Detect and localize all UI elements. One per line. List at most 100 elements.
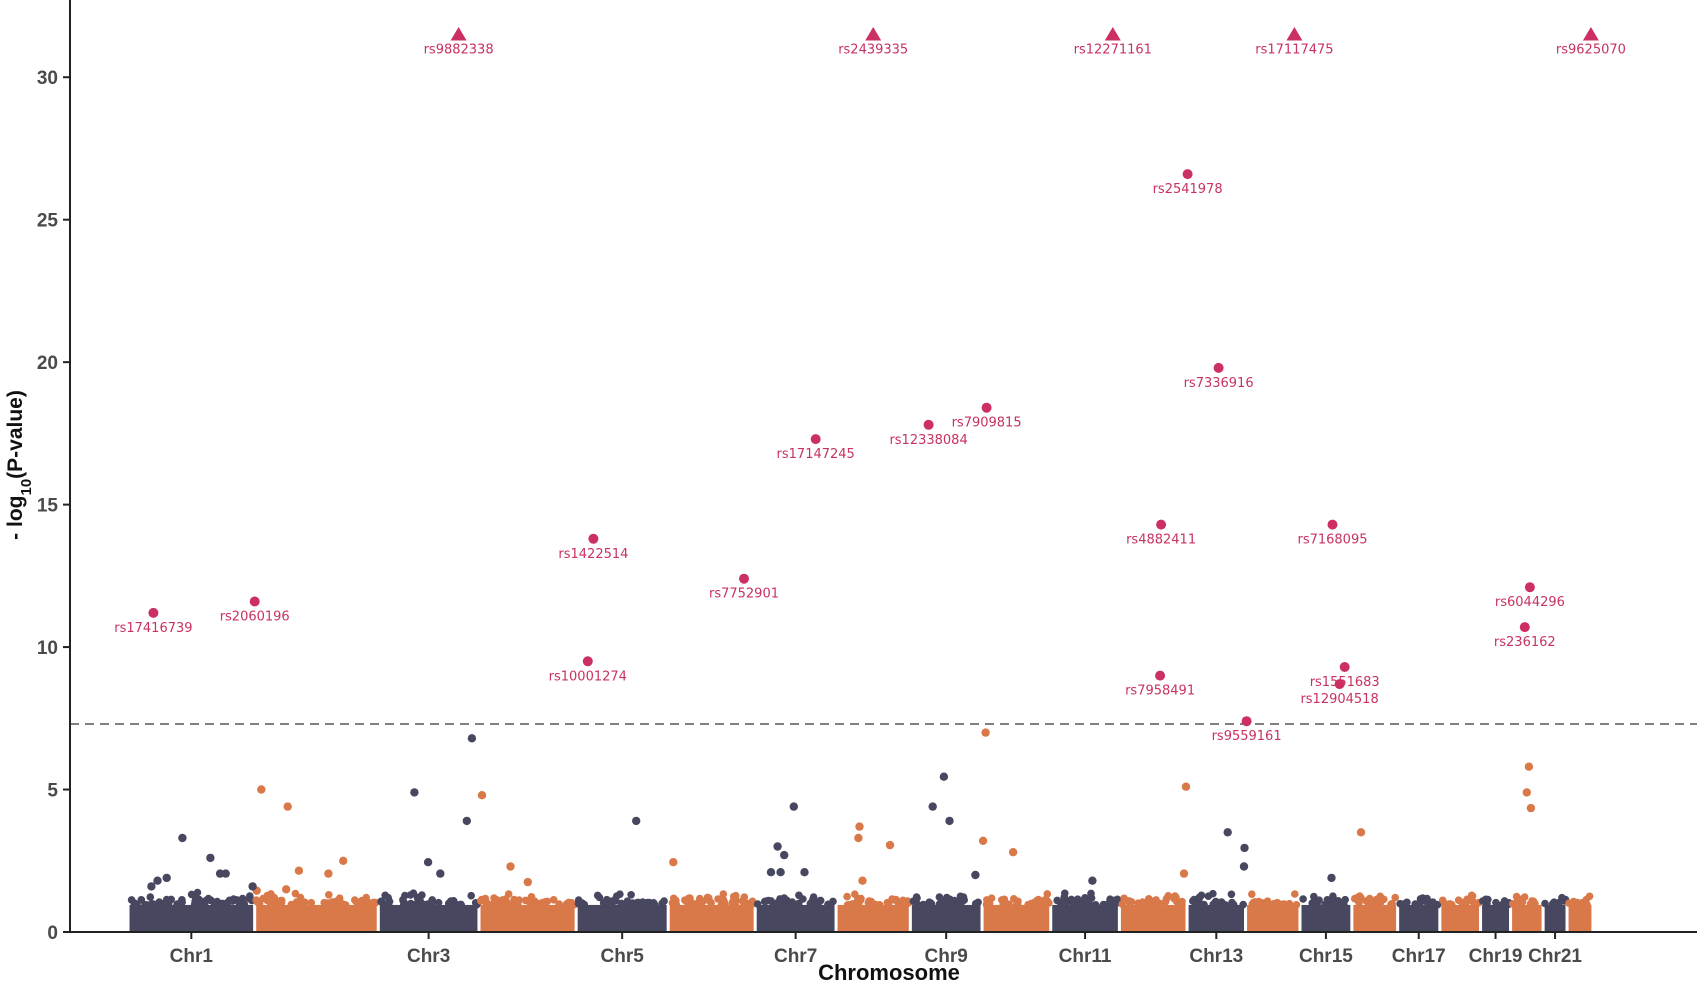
- snp-point: [885, 840, 895, 850]
- band-point: [1424, 900, 1433, 908]
- band-point: [173, 900, 181, 909]
- band-point: [1578, 899, 1586, 907]
- band-point: [892, 895, 900, 904]
- chromosome-band-chr5: [574, 890, 668, 932]
- chromosome-band-chr11: [1052, 889, 1122, 932]
- band-point: [291, 889, 300, 898]
- band-point: [340, 900, 349, 909]
- band-point: [427, 900, 436, 908]
- snp-point: [773, 842, 782, 851]
- band-point: [1441, 900, 1450, 909]
- band-point: [1257, 898, 1265, 907]
- snp-point: [928, 802, 937, 811]
- band-point: [483, 898, 491, 907]
- band-point: [527, 900, 535, 909]
- band-point: [605, 900, 613, 908]
- band-point: [1062, 899, 1070, 907]
- snp-label: rs1551683: [1310, 675, 1380, 690]
- significant-snp-point: [1182, 169, 1193, 180]
- chromosome-band-chr3: [377, 889, 482, 932]
- snp-point: [436, 869, 445, 878]
- band-point: [263, 896, 271, 905]
- band-point: [1418, 894, 1427, 902]
- significant-snp-points: [148, 27, 1599, 727]
- band-point: [1469, 898, 1477, 906]
- chromosome-band-fill: [256, 904, 377, 932]
- band-point: [406, 891, 415, 899]
- snp-point: [294, 866, 304, 875]
- significant-snp-point: [923, 419, 934, 430]
- significant-snp-point: [1155, 670, 1166, 681]
- band-point: [1150, 900, 1159, 908]
- axes: 0 5 10 15 20 25 30 Chr1 Chr3 Chr5 Chr7 Chr9 Chr11 Chr…: [37, 0, 1697, 967]
- chromosome-band-chr20: [1509, 892, 1542, 932]
- band-point: [1467, 891, 1476, 900]
- band-point: [1248, 890, 1256, 898]
- snp-point: [1240, 843, 1249, 853]
- snp-point: [1008, 848, 1018, 857]
- band-point: [1285, 899, 1294, 908]
- band-point: [1263, 897, 1272, 905]
- chromosome-band-chr19: [1479, 895, 1513, 932]
- significant-snp-point: [1327, 519, 1338, 530]
- snp-point: [971, 870, 980, 880]
- band-point: [1548, 900, 1557, 909]
- band-point: [510, 895, 518, 904]
- x-tick-label: Chr19: [1469, 946, 1523, 967]
- chromosome-band-fill: [1247, 904, 1299, 932]
- snp-label: rs7336916: [1184, 376, 1254, 391]
- band-point: [1513, 894, 1522, 903]
- chromosome-band-fill: [1544, 904, 1566, 932]
- chromosome-band-fill: [1482, 904, 1510, 932]
- band-point: [1366, 900, 1375, 909]
- band-point: [1569, 897, 1578, 906]
- snp-label: rs2439335: [838, 43, 908, 58]
- significant-snp-point: [1519, 622, 1530, 633]
- band-point: [1372, 895, 1381, 904]
- x-tick-label: Chr17: [1392, 946, 1446, 967]
- band-point: [323, 899, 332, 907]
- snp-point: [981, 728, 990, 737]
- band-point: [1430, 900, 1438, 909]
- snp-point: [1526, 803, 1536, 813]
- band-point: [501, 895, 510, 903]
- significant-snp-point: [582, 656, 593, 667]
- band-point: [287, 900, 296, 909]
- chromosome-band-fill: [480, 904, 575, 932]
- snp-label: rs7958491: [1125, 684, 1195, 699]
- chromosome-band-fill: [911, 904, 981, 932]
- snp-point: [1522, 788, 1532, 797]
- band-point: [1043, 897, 1052, 906]
- chromosome-band-chr16: [1350, 892, 1399, 932]
- band-point: [721, 899, 729, 907]
- band-point: [1292, 901, 1301, 909]
- band-point: [300, 900, 308, 909]
- snp-point: [206, 853, 215, 863]
- band-point: [947, 900, 956, 909]
- band-point: [1209, 889, 1217, 898]
- chromosome-band-chr17: [1396, 894, 1442, 932]
- y-axis-title-prefix: - log: [4, 496, 27, 540]
- band-point: [1335, 900, 1344, 909]
- chromosome-band-chr2: [252, 889, 380, 932]
- band-point: [1053, 896, 1061, 905]
- band-point: [1118, 900, 1126, 908]
- band-point: [781, 900, 789, 909]
- snp-label: rs236162: [1494, 635, 1556, 650]
- band-point: [325, 891, 333, 899]
- y-axis-title: - log10(P-value): [4, 390, 35, 540]
- band-point: [1174, 900, 1183, 908]
- band-point: [624, 901, 633, 909]
- band-point: [648, 900, 657, 908]
- snp-point: [669, 858, 678, 867]
- band-point: [493, 896, 501, 904]
- band-point: [407, 899, 415, 908]
- snp-point: [324, 869, 333, 878]
- snp-label: rs10001274: [549, 669, 627, 684]
- band-point: [705, 897, 714, 905]
- snp-point: [282, 885, 291, 894]
- y-tick-label: 25: [37, 211, 59, 232]
- chromosome-band-fill: [1301, 904, 1351, 932]
- snp-point: [780, 850, 789, 860]
